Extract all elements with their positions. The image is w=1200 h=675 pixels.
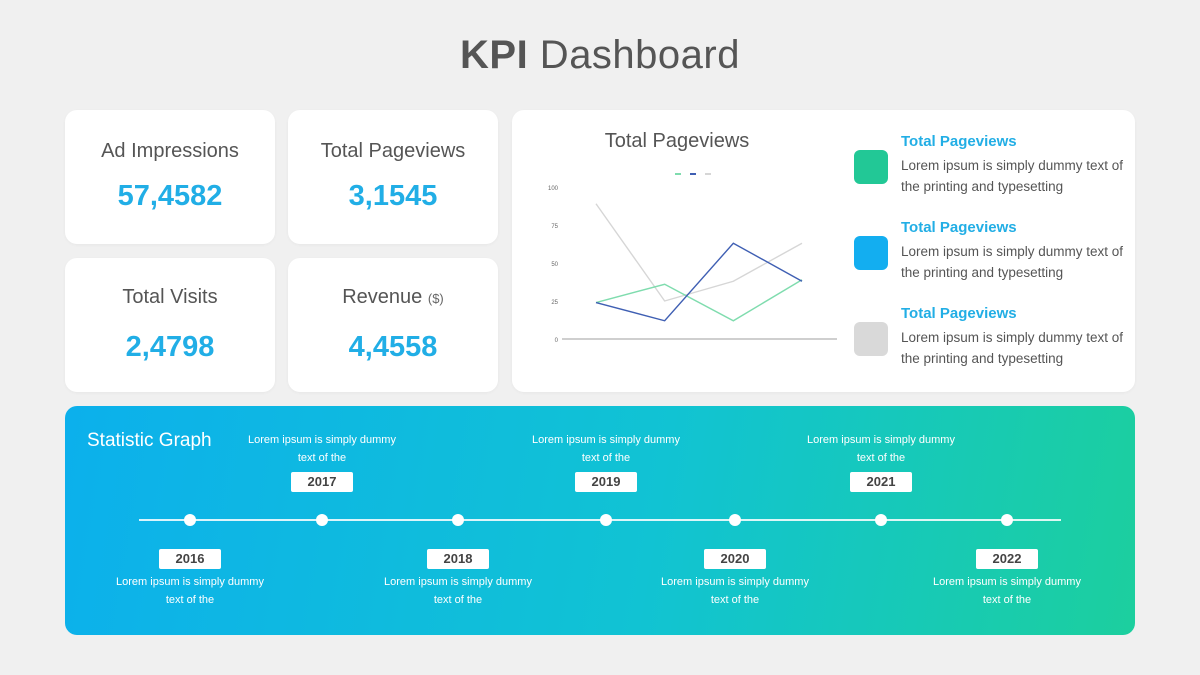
legend-title: Total Pageviews	[901, 305, 1017, 322]
kpi-label: Revenue ($)	[288, 286, 498, 309]
legend-swatch	[854, 322, 888, 356]
timeline-text-2017: Lorem ipsum is simply dummy text of the	[248, 434, 396, 464]
legend-text: Lorem ipsum is simply dummy text of the …	[901, 244, 1124, 280]
kpi-label: Total Pageviews	[320, 140, 466, 162]
chart-card: Total Pageviews 100 75 50 25 0 Total Pagevie…	[512, 110, 1135, 392]
timeline-dot-2018	[452, 514, 464, 526]
kpi-card-revenue: Revenue ($) 4,4558	[288, 258, 498, 392]
legend-swatch	[854, 236, 888, 270]
legend-item: Total Pageviews Lorem ipsum is simply du…	[854, 133, 1134, 203]
y-tick-label: 75	[551, 224, 558, 230]
kpi-unit: ($)	[427, 291, 444, 306]
page-title-rest: Dashboard	[528, 33, 740, 77]
kpi-value: 2,4798	[125, 331, 215, 363]
timeline-dot-2019	[600, 514, 612, 526]
kpi-value: 57,4582	[117, 180, 223, 212]
y-tick-label: 50	[551, 262, 558, 268]
timeline-dot-2017	[316, 514, 328, 526]
page-title-bold: KPI	[460, 33, 529, 77]
timeline-dot-2016	[184, 514, 196, 526]
kpi-card-ad-impressions: Ad Impressions 57,4582	[65, 110, 275, 244]
legend-item: Total Pageviews Lorem ipsum is simply du…	[854, 305, 1134, 375]
kpi-label-text: Revenue	[342, 286, 423, 308]
timeline-text-2021: Lorem ipsum is simply dummy text of the	[807, 434, 955, 464]
kpi-value: 4,4558	[348, 331, 438, 363]
timeline-text-2019: Lorem ipsum is simply dummy text of the	[532, 434, 680, 464]
series-line	[595, 279, 803, 322]
legend-item: Total Pageviews Lorem ipsum is simply du…	[854, 219, 1134, 289]
legend-text: Lorem ipsum is simply dummy text of the …	[901, 330, 1124, 366]
timeline-year-2016: 2016	[159, 549, 221, 569]
timeline-text-2022: Lorem ipsum is simply dummy text of the	[933, 576, 1081, 606]
series-line	[595, 203, 803, 302]
kpi-card-total-pageviews: Total Pageviews 3,1545	[288, 110, 498, 244]
kpi-card-total-visits: Total Visits 2,4798	[65, 258, 275, 392]
kpi-value: 3,1545	[348, 180, 438, 212]
timeline-dot-2022	[1001, 514, 1013, 526]
timeline-dot-2021	[875, 514, 887, 526]
kpi-label: Total Visits	[122, 286, 218, 308]
y-tick-label: 0	[555, 338, 559, 344]
y-tick-label: 25	[551, 300, 558, 306]
line-chart: 100 75 50 25 0	[548, 173, 837, 344]
timeline-text-2020: Lorem ipsum is simply dummy text of the	[661, 576, 809, 606]
statistic-graph-title: Statistic Graph	[87, 430, 212, 451]
timeline-year-2017: 2017	[291, 472, 353, 492]
timeline-text-2016: Lorem ipsum is simply dummy text of the	[116, 576, 264, 606]
timeline-year-2021: 2021	[850, 472, 912, 492]
timeline-year-2018: 2018	[427, 549, 489, 569]
timeline-year-2022: 2022	[976, 549, 1038, 569]
timeline-year-2019: 2019	[575, 472, 637, 492]
timeline-text-2018: Lorem ipsum is simply dummy text of the	[384, 576, 532, 606]
legend-title: Total Pageviews	[901, 133, 1017, 150]
kpi-label: Ad Impressions	[101, 140, 239, 162]
timeline-dot-2020	[729, 514, 741, 526]
series-line	[595, 242, 803, 322]
legend-text: Lorem ipsum is simply dummy text of the …	[901, 158, 1124, 194]
timeline-year-2020: 2020	[704, 549, 766, 569]
statistic-graph-panel: Statistic Graph 2016 Lorem ipsum is simpl…	[65, 406, 1135, 635]
y-tick-label: 100	[548, 186, 559, 192]
legend-swatch	[854, 150, 888, 184]
chart-title: Total Pageviews	[604, 130, 750, 152]
page-title: KPI Dashboard	[0, 33, 1200, 78]
legend-title: Total Pageviews	[901, 219, 1017, 236]
